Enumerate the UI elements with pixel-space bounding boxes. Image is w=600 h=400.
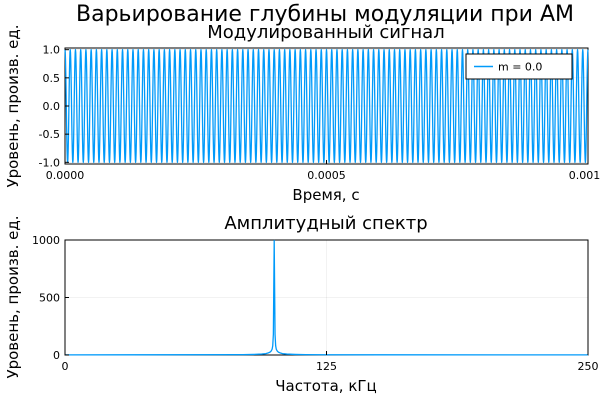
signal-plot-x-tick-label: 0.0005	[307, 169, 346, 182]
signal-plot-y-tick-label: -1.0	[39, 156, 60, 169]
signal-plot-series	[64, 49, 589, 163]
spectrum-plot-grid	[64, 239, 589, 356]
signal-plot-xlabel: Время, с	[292, 186, 359, 204]
signal-plot-y-tick-label: -0.5	[39, 128, 60, 141]
figure-title: Варьирование глубины модуляции при АМ	[76, 2, 574, 27]
spectrum-plot-x-tick-label: 125	[316, 360, 337, 373]
spectrum-plot-y-tick-label: 0	[53, 349, 60, 362]
signal-plot-y-tick-label: 0.0	[43, 100, 61, 113]
spectrum-plot-series	[64, 239, 589, 356]
spectrum-plot-x-tick-label: 250	[578, 360, 599, 373]
spectrum-plot-y-tick-label: 500	[39, 292, 60, 305]
signal-plot: Модулированный сигнал -1.0-0.50.00.51.0 …	[4, 22, 600, 204]
spectrum-plot-x-tick-label: 0	[62, 360, 69, 373]
signal-plot-y-ticks: -1.0 -0.5 0.0 0.5 1.0	[39, 44, 69, 169]
spectrum-plot-ylabel: Уровень, произв. ед.	[4, 215, 22, 378]
legend-label-m0: m = 0.0	[498, 61, 542, 74]
spectrum-plot-series-line	[64, 239, 589, 356]
signal-plot-ylabel: Уровень, произв. ед.	[4, 24, 22, 187]
spectrum-plot: Амплитудный спектр 0 500 1000 0 125 250 Част…	[4, 213, 599, 395]
signal-plot-series-line	[64, 49, 589, 163]
spectrum-plot-title: Амплитудный спектр	[224, 213, 427, 234]
signal-plot-y-tick-label: 1.0	[43, 44, 61, 57]
spectrum-plot-x-ticks: 0 125 250	[62, 351, 599, 373]
signal-plot-title: Модулированный сигнал	[207, 22, 444, 43]
signal-plot-legend: m = 0.0	[465, 53, 573, 80]
spectrum-plot-y-ticks: 0 500 1000	[32, 234, 69, 362]
signal-plot-y-tick-label: 0.5	[43, 72, 61, 85]
spectrum-plot-xlabel: Частота, кГц	[275, 377, 377, 395]
spectrum-plot-y-tick-label: 1000	[32, 234, 60, 247]
signal-plot-x-tick-label: 0.0000	[46, 169, 85, 182]
